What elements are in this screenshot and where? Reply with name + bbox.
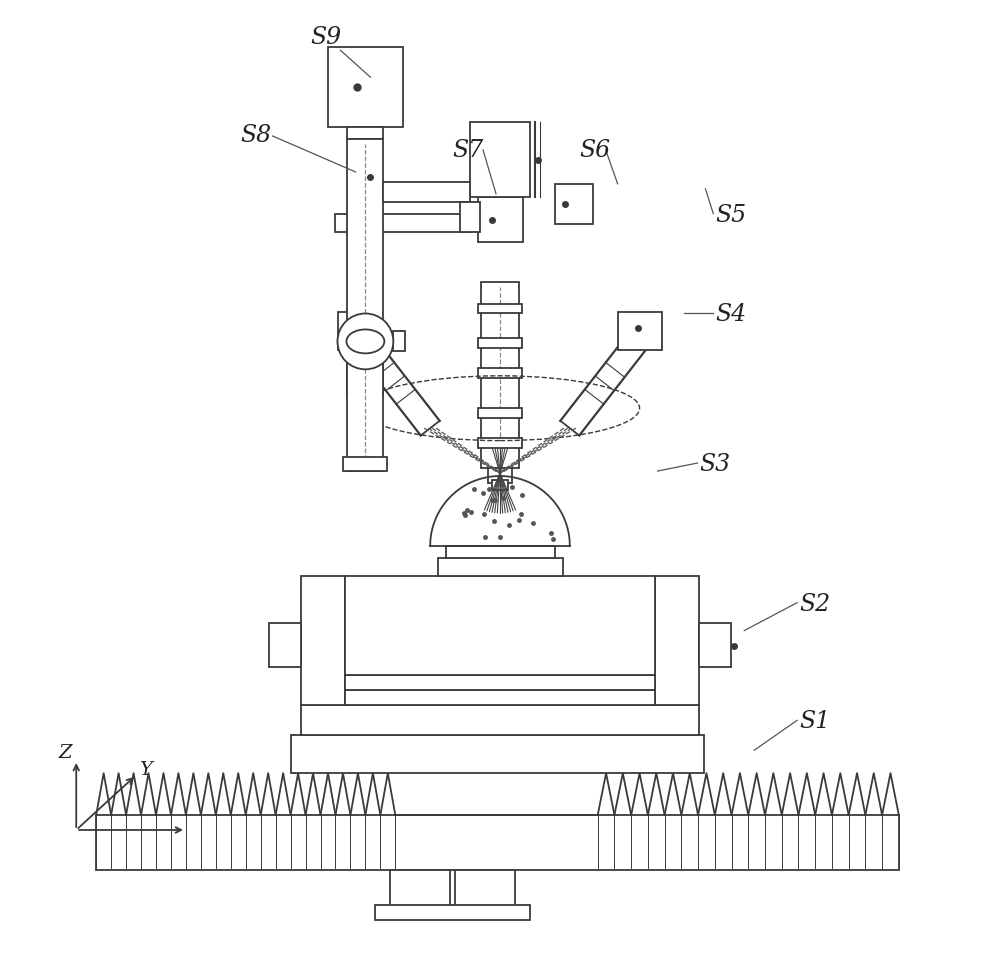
Bar xyxy=(438,557,563,576)
Bar xyxy=(335,213,470,232)
Bar xyxy=(481,282,519,468)
Bar xyxy=(455,870,515,912)
Bar xyxy=(96,815,899,870)
Circle shape xyxy=(337,313,393,369)
Bar xyxy=(383,182,470,202)
Bar xyxy=(699,623,731,668)
Text: S5: S5 xyxy=(715,204,747,227)
Bar xyxy=(347,127,383,139)
Bar xyxy=(488,468,512,483)
Bar xyxy=(478,304,522,313)
Bar xyxy=(343,457,387,471)
Text: S6: S6 xyxy=(580,139,611,162)
Bar xyxy=(478,197,523,242)
Bar xyxy=(478,438,522,448)
Bar xyxy=(347,341,383,471)
Bar xyxy=(347,139,383,396)
Bar xyxy=(478,408,522,418)
Bar xyxy=(291,735,704,774)
Bar xyxy=(375,904,530,920)
Bar xyxy=(393,332,405,352)
Text: Y: Y xyxy=(139,761,152,779)
Bar xyxy=(478,368,522,379)
Text: S8: S8 xyxy=(241,124,272,147)
Bar xyxy=(618,312,662,351)
Bar xyxy=(446,546,555,557)
Bar xyxy=(301,576,345,705)
Bar xyxy=(328,47,403,127)
Text: S7: S7 xyxy=(452,139,483,162)
Bar xyxy=(390,870,450,912)
Bar xyxy=(492,480,508,490)
Text: S9: S9 xyxy=(311,26,342,49)
Bar xyxy=(338,312,382,351)
Bar xyxy=(655,576,699,705)
Bar xyxy=(470,122,530,197)
Text: S1: S1 xyxy=(799,710,830,733)
Bar xyxy=(460,202,480,232)
Ellipse shape xyxy=(346,330,384,354)
Bar xyxy=(269,623,301,668)
Bar xyxy=(345,690,655,705)
Bar xyxy=(301,705,699,735)
Bar xyxy=(478,338,522,349)
Text: S3: S3 xyxy=(699,453,731,476)
Bar xyxy=(345,676,655,690)
Text: Z: Z xyxy=(58,744,72,762)
Bar xyxy=(345,576,655,676)
Text: S2: S2 xyxy=(799,593,830,616)
Text: S4: S4 xyxy=(715,304,747,327)
Bar xyxy=(555,184,593,224)
